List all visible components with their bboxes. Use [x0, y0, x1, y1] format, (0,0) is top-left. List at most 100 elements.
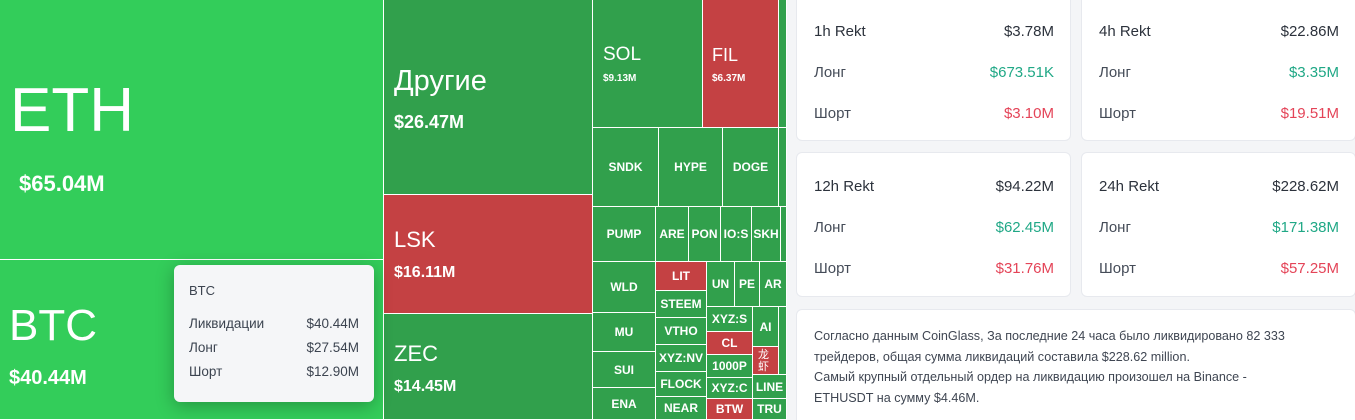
treemap-cell-lit[interactable]: LIT	[656, 262, 707, 291]
cell-symbol: PE	[738, 277, 755, 291]
treemap-cell-pon[interactable]: PON	[689, 207, 721, 262]
treemap-cell-are[interactable]: ARE	[656, 207, 689, 262]
rekt-title: 12h Rekt	[814, 178, 875, 195]
rekt-title: 24h Rekt	[1099, 178, 1160, 195]
rekt-short-row: Шорт $31.76M	[814, 260, 1054, 277]
cell-symbol: SNDK	[608, 160, 643, 174]
treemap-cell-ar[interactable]: AR	[760, 262, 787, 307]
treemap-cell-xyzs[interactable]: XYZ:S	[707, 307, 753, 332]
treemap-cell-xyzc[interactable]: XYZ:C	[707, 378, 753, 399]
treemap-cell-eth[interactable]: ETH $65.04M	[0, 0, 384, 260]
cell-symbol: Другие	[394, 65, 487, 97]
treemap-cell-cl[interactable]: CL	[707, 332, 753, 355]
tooltip-value: $27.54M	[306, 340, 359, 355]
treemap-cell-skh[interactable]: SKH	[752, 207, 781, 262]
cell-symbol: SUI	[613, 362, 634, 377]
cell-symbol: DOGE	[732, 160, 769, 174]
treemap-cell-tru[interactable]: TRU	[753, 399, 787, 420]
short-label: Шорт	[1099, 105, 1136, 122]
treemap-cell-sol[interactable]: SOL $9.13M	[593, 0, 703, 128]
short-value: $31.76M	[995, 260, 1054, 277]
cell-symbol: LSK	[394, 227, 436, 252]
treemap-cell-lsk[interactable]: LSK $16.11M	[384, 195, 593, 314]
rekt-long-row: Лонг $62.45M	[814, 219, 1054, 236]
treemap-cell-pe[interactable]: PE	[735, 262, 760, 307]
cell-value: $6.37M	[712, 73, 746, 84]
treemap-cell-fil[interactable]: FIL $6.37M	[703, 0, 779, 128]
treemap-cell-sndk[interactable]: SNDK	[593, 128, 659, 207]
liquidation-heatmap: ETH $65.04M BTC $40.44M Другие $26.47M L…	[0, 0, 787, 420]
treemap-cell-wld[interactable]: WLD	[593, 262, 656, 313]
rekt-total: $22.86M	[1280, 23, 1339, 40]
long-value: $62.45M	[995, 219, 1054, 236]
cell-symbol: UN	[711, 277, 730, 291]
cell-symbol: FIL	[712, 45, 739, 65]
treemap-cell-mu[interactable]: MU	[593, 313, 656, 352]
cell-symbol: LINE	[755, 379, 784, 394]
treemap-cell-sui[interactable]: SUI	[593, 352, 656, 388]
rekt-total-row: 1h Rekt $3.78M	[814, 23, 1054, 40]
rekt-total: $94.22M	[995, 178, 1054, 195]
cell-value: $65.04M	[19, 171, 105, 196]
treemap-cell-line[interactable]: LINE	[753, 375, 787, 399]
tooltip-value: $40.44M	[306, 316, 359, 331]
treemap-cell-1000p[interactable]: 1000P	[707, 355, 753, 378]
rekt-short-row: Шорт $57.25M	[1099, 260, 1339, 277]
treemap-cell-other[interactable]: Другие $26.47M	[384, 0, 593, 195]
rekt-total: $3.78M	[1003, 23, 1054, 40]
rekt-short-row: Шорт $3.10M	[814, 105, 1054, 122]
short-value: $19.51M	[1280, 105, 1339, 122]
rekt-long-row: Лонг $673.51K	[814, 64, 1054, 81]
treemap-cell-ios[interactable]: IO:S	[721, 207, 752, 262]
treemap-cell-ai[interactable]: AI	[753, 307, 779, 347]
treemap-cell-un[interactable]: UN	[707, 262, 735, 307]
cell-symbol: AR	[764, 277, 782, 291]
treemap-cell-misc-3	[779, 307, 787, 375]
long-value: $171.38M	[1272, 219, 1339, 236]
treemap-cell-hype[interactable]: HYPE	[659, 128, 723, 207]
treemap-cell-xyznv[interactable]: XYZ:NV	[656, 345, 707, 372]
cell-symbol: CL	[721, 336, 738, 350]
cell-symbol: ZEC	[394, 341, 438, 366]
cell-symbol: WLD	[610, 280, 638, 294]
cell-symbol: FLOCK	[660, 377, 702, 391]
cell-symbol: AI	[759, 319, 772, 334]
cell-value: $26.47M	[394, 112, 465, 132]
summary-line: Согласно данным CoinGlass, За последние …	[814, 329, 1285, 343]
cell-symbol: SKH	[753, 227, 779, 241]
rekt-total-row: 4h Rekt $22.86M	[1099, 23, 1339, 40]
short-label: Шорт	[814, 105, 851, 122]
treemap-cell-pump[interactable]: PUMP	[593, 207, 656, 262]
treemap-cell-ena[interactable]: ENA	[593, 388, 656, 420]
treemap-cell-cjk[interactable]: 龙虾	[753, 347, 779, 375]
treemap-cell-misc-1	[779, 128, 787, 207]
cell-symbol: XYZ:C	[711, 381, 748, 395]
treemap-cell-doge[interactable]: DOGE	[723, 128, 779, 207]
treemap-cell-steem[interactable]: STEEM	[656, 291, 707, 318]
short-value: $3.10M	[1003, 105, 1054, 122]
treemap-cell-vtho[interactable]: VTHO	[656, 318, 707, 345]
rekt-card-12h: 12h Rekt $94.22M Лонг $62.45M Шорт $31.7…	[796, 152, 1071, 297]
rekt-total-row: 24h Rekt $228.62M	[1099, 178, 1339, 195]
treemap-cell-btw[interactable]: BTW	[707, 399, 753, 420]
treemap-cell-near[interactable]: NEAR	[656, 397, 707, 420]
rekt-total: $228.62M	[1272, 178, 1339, 195]
rekt-card-1h: 1h Rekt $3.78M Лонг $673.51K Шорт $3.10M	[796, 0, 1071, 141]
cell-symbol: IO:S	[723, 227, 749, 241]
cell-symbol: ARE	[659, 227, 685, 241]
short-value: $57.25M	[1280, 260, 1339, 277]
short-label: Шорт	[814, 260, 851, 277]
tooltip-label: Лонг	[189, 340, 218, 355]
cell-symbol: STEEM	[660, 297, 702, 311]
summary-line: Самый крупный отдельный ордер на ликвида…	[814, 370, 1247, 384]
treemap-cell-zec[interactable]: ZEC $14.45M	[384, 314, 593, 420]
cell-symbol: NEAR	[663, 401, 698, 415]
summary-line: трейдеров, общая сумма ликвидаций состав…	[814, 349, 1190, 364]
cell-symbol: VTHO	[664, 324, 698, 338]
tooltip-row-long: Лонг $27.54M	[189, 340, 359, 364]
treemap-cell-flock[interactable]: FLOCK	[656, 372, 707, 397]
tooltip-title: BTC	[189, 283, 215, 298]
cell-symbol: XYZ:S	[711, 312, 748, 326]
cell-value: $40.44M	[9, 367, 87, 389]
rekt-card-24h: 24h Rekt $228.62M Лонг $171.38M Шорт $57…	[1081, 152, 1355, 297]
